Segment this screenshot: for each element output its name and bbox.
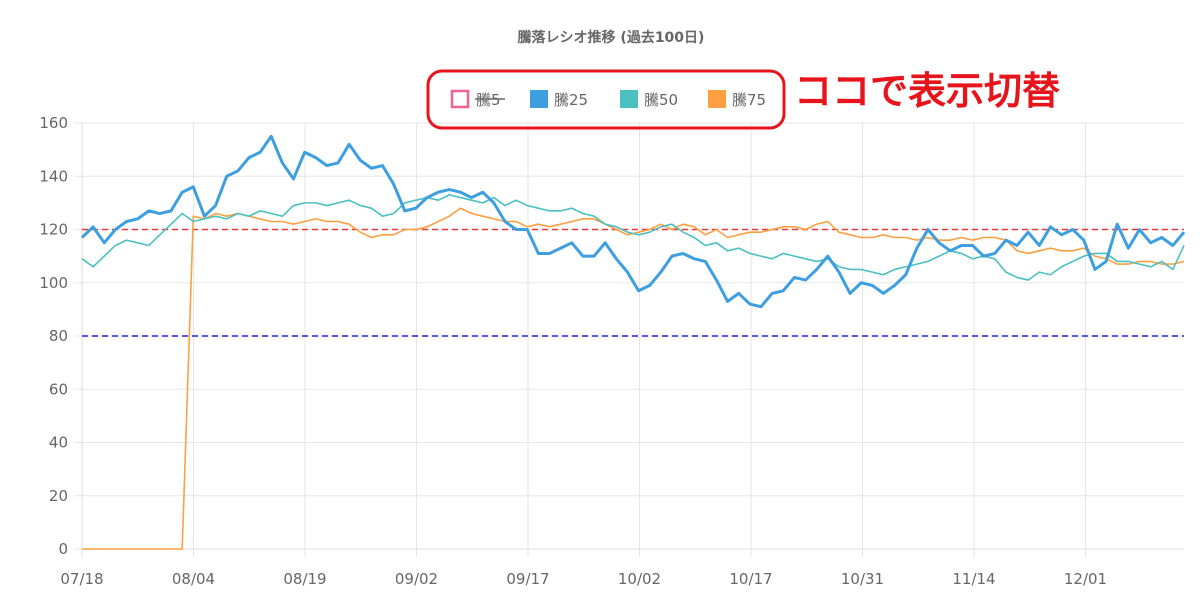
series-line-騰25 xyxy=(80,134,1186,309)
legend-label: 騰75 xyxy=(732,91,766,109)
x-tick-label: 10/17 xyxy=(729,570,772,588)
legend-item-騰5[interactable]: 騰5 xyxy=(450,89,505,109)
legend-label: 騰50 xyxy=(644,91,678,109)
series-line-騰75 xyxy=(82,207,1185,550)
y-tick-label: 120 xyxy=(39,221,68,239)
legend-item-騰25[interactable]: 騰25 xyxy=(530,90,588,109)
x-tick-label: 10/02 xyxy=(618,570,661,588)
y-tick-label: 0 xyxy=(58,540,68,558)
y-tick-label: 40 xyxy=(49,434,68,452)
legend: 騰5 騰25 騰50 騰75 xyxy=(450,89,766,109)
chart-title: 騰落レシオ推移 (過去100日) xyxy=(518,29,705,46)
legend-item-騰75[interactable]: 騰75 xyxy=(708,90,766,109)
x-tick-label: 09/02 xyxy=(395,570,438,588)
x-tick-label: 12/01 xyxy=(1064,570,1107,588)
x-tick-label: 10/31 xyxy=(841,570,884,588)
series-lines xyxy=(80,134,1186,550)
legend-swatch xyxy=(708,90,726,108)
legend-label: 騰5 xyxy=(476,91,501,109)
y-tick-label: 140 xyxy=(39,167,68,185)
x-tick-label: 08/04 xyxy=(172,570,215,588)
y-tick-label: 20 xyxy=(49,487,68,505)
axes: 0 20 40 60 80 100 120 140 160 07/18 08/04 08/19 09/0… xyxy=(39,114,1184,588)
reference-lines xyxy=(82,228,1184,337)
y-tick-label: 60 xyxy=(49,380,68,398)
annotation-label: ココで表示切替 xyxy=(794,69,1060,113)
y-tick-label: 100 xyxy=(39,274,68,292)
y-tick-label: 80 xyxy=(49,327,68,345)
series-line-騰50 xyxy=(81,194,1185,281)
legend-item-騰50[interactable]: 騰50 xyxy=(620,90,678,109)
y-tick-label: 160 xyxy=(39,114,68,132)
x-tick-label: 07/18 xyxy=(60,570,103,588)
legend-swatch xyxy=(530,90,548,108)
legend-label: 騰25 xyxy=(554,91,588,109)
x-tick-label: 11/14 xyxy=(952,570,995,588)
legend-swatch xyxy=(450,89,470,109)
legend-highlight-box xyxy=(426,69,786,130)
legend-swatch xyxy=(620,90,638,108)
x-tick-label: 09/17 xyxy=(506,570,549,588)
x-tick-label: 08/19 xyxy=(283,570,326,588)
